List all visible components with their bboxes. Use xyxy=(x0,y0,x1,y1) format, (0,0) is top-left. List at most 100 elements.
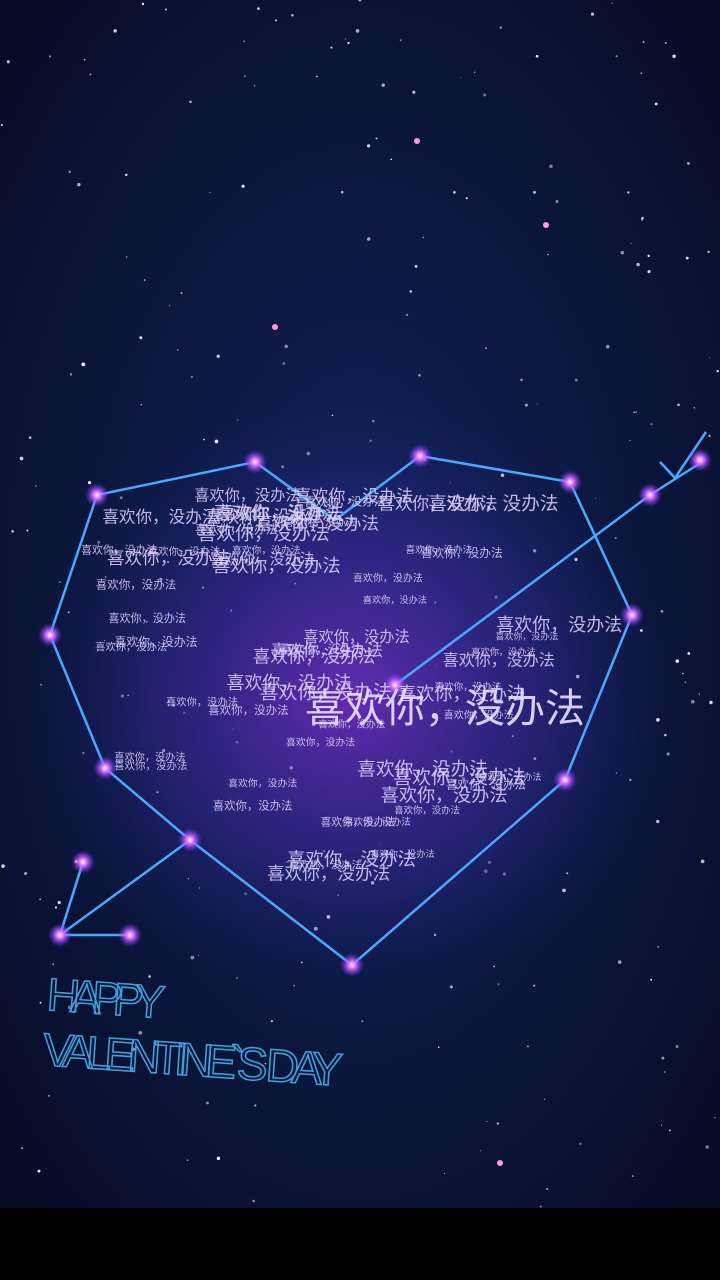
floating-text: 喜欢你，没办法 xyxy=(228,776,297,789)
floating-text: 喜欢你，没办法 xyxy=(406,544,473,556)
star xyxy=(629,439,631,442)
star xyxy=(209,191,211,194)
node xyxy=(553,768,577,792)
floating-text: 喜欢你，没办法 xyxy=(255,513,379,534)
star xyxy=(536,403,538,405)
star xyxy=(176,349,179,351)
star xyxy=(640,72,643,75)
node xyxy=(85,483,109,507)
star xyxy=(39,898,41,901)
star xyxy=(636,262,640,267)
star xyxy=(69,373,73,376)
floating-text: 喜欢你，没办法 xyxy=(205,507,324,527)
floating-text: 喜欢你，没办法 xyxy=(166,695,238,708)
star xyxy=(243,40,246,43)
star xyxy=(693,406,696,409)
star xyxy=(19,456,24,461)
star xyxy=(340,190,344,194)
floating-text: 喜欢你，没办法 xyxy=(194,486,300,504)
star xyxy=(0,123,3,126)
floating-text: 喜欢你，没办法 xyxy=(95,640,167,653)
star xyxy=(661,1124,663,1126)
star xyxy=(684,681,686,683)
star xyxy=(28,436,32,439)
floating-text: 喜欢你，没办法 xyxy=(197,522,329,544)
star xyxy=(367,144,371,148)
floating-text: 喜欢你，没办法 xyxy=(357,759,488,780)
star xyxy=(544,1098,546,1101)
floating-text: 喜欢你，没办法 xyxy=(443,651,555,670)
star xyxy=(443,1172,445,1174)
star xyxy=(189,100,192,104)
star xyxy=(26,529,29,532)
star xyxy=(654,102,658,106)
star xyxy=(282,362,286,365)
star xyxy=(527,1045,529,1048)
star xyxy=(650,423,653,426)
star xyxy=(148,975,152,978)
star xyxy=(687,162,690,165)
floating-text: 喜欢你，没办法 xyxy=(81,542,157,556)
star xyxy=(611,2,613,4)
star xyxy=(190,375,193,379)
floating-text: 喜欢你，没办法 xyxy=(212,556,341,577)
floating-text: 喜欢你，没办法 xyxy=(294,487,413,507)
star xyxy=(708,434,711,437)
star xyxy=(520,378,523,382)
star xyxy=(709,700,713,705)
star xyxy=(243,75,246,78)
floating-text: 喜欢你，没办法 xyxy=(114,750,185,763)
star xyxy=(216,354,220,358)
star xyxy=(496,1122,500,1125)
star xyxy=(1,864,5,868)
star xyxy=(668,1129,671,1132)
floating-text: 喜欢你，没办法 xyxy=(318,719,386,731)
star xyxy=(315,75,318,78)
star xyxy=(406,313,409,317)
floating-text: 喜欢你，没办法 xyxy=(148,545,221,558)
star xyxy=(138,1031,143,1035)
node xyxy=(638,483,662,507)
floating-text: 喜欢你，没办法 xyxy=(378,494,498,514)
star xyxy=(486,1120,488,1123)
star xyxy=(524,403,528,407)
node xyxy=(688,448,712,472)
star xyxy=(83,58,86,61)
node xyxy=(93,756,117,780)
star xyxy=(412,90,416,94)
node xyxy=(71,850,95,874)
star xyxy=(631,1175,634,1178)
node xyxy=(48,923,72,947)
star xyxy=(627,191,630,194)
star xyxy=(714,1117,716,1119)
star xyxy=(656,819,660,824)
star xyxy=(375,137,378,140)
node xyxy=(178,828,202,852)
star xyxy=(663,1071,666,1074)
node xyxy=(340,953,364,977)
star xyxy=(124,173,128,177)
star xyxy=(661,1056,665,1060)
star xyxy=(140,404,142,406)
star xyxy=(533,984,536,987)
node xyxy=(408,444,432,468)
star xyxy=(52,963,55,966)
star xyxy=(547,253,549,256)
floating-text: 喜欢你，没办法 xyxy=(303,628,409,646)
stars xyxy=(0,0,719,1208)
node xyxy=(118,923,142,947)
star xyxy=(705,1145,709,1149)
star xyxy=(630,242,632,245)
star xyxy=(216,1156,221,1161)
star xyxy=(642,41,645,43)
floating-text: 喜欢你，没办法 xyxy=(434,681,502,693)
floating-text: 喜欢你，没办法 xyxy=(253,648,376,668)
star xyxy=(6,60,10,64)
floating-text: 喜欢你，没办法 xyxy=(108,611,186,625)
star xyxy=(615,55,618,58)
star xyxy=(81,362,86,367)
star xyxy=(449,985,453,989)
node xyxy=(620,603,644,627)
